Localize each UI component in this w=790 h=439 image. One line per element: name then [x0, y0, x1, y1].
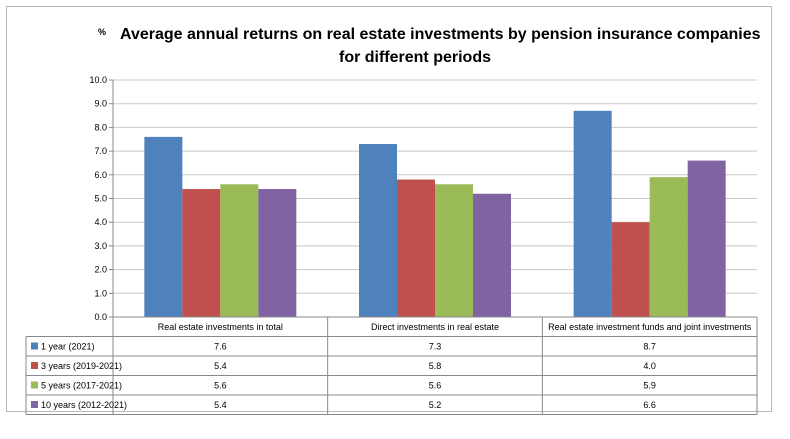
y-tick-label: 5.0 [94, 194, 107, 204]
data-label: 7.3 [429, 342, 442, 352]
legend-swatch [31, 381, 38, 389]
bar [182, 189, 221, 317]
bar [435, 184, 473, 317]
chart-frame [6, 6, 772, 412]
data-label: 6.6 [643, 400, 656, 410]
legend-label: 3 years (2019-2021) [41, 361, 122, 371]
y-tick-label: 3.0 [94, 241, 107, 251]
legend-swatch [31, 401, 38, 408]
bar [649, 177, 688, 317]
category-label: Real estate investments in total [158, 322, 283, 332]
chart-title-line-1: Average annual returns on real estate in… [120, 26, 761, 43]
y-tick-label: 10.0 [89, 75, 107, 85]
data-label: 4.0 [643, 361, 656, 371]
y-tick-label: 4.0 [94, 217, 107, 227]
data-label: 7.6 [214, 342, 227, 352]
bar [473, 193, 511, 317]
bar [359, 143, 397, 317]
data-label: 5.9 [643, 381, 656, 391]
y-tick-label: 0.0 [94, 312, 107, 322]
data-label: 5.8 [429, 361, 442, 371]
bar [220, 184, 259, 317]
bar [258, 189, 297, 317]
y-tick-label: 7.0 [94, 146, 107, 156]
bar [611, 222, 650, 317]
legend-label: 1 year (2021) [41, 342, 95, 352]
y-tick-label: 9.0 [94, 99, 107, 109]
data-label: 5.4 [214, 361, 227, 371]
bar [573, 110, 612, 317]
y-tick-label: 1.0 [94, 288, 107, 298]
category-label: Real estate investment funds and joint i… [548, 322, 752, 332]
y-tick-label: 8.0 [94, 122, 107, 132]
legend-swatch [31, 342, 38, 350]
data-label: 5.2 [429, 400, 442, 410]
legend-label: 10 years (2012-2021) [41, 400, 127, 410]
data-label: 8.7 [643, 342, 656, 352]
data-label: 5.6 [429, 381, 442, 391]
data-label: 5.4 [214, 400, 227, 410]
unit-label: % [98, 27, 107, 37]
bar [687, 160, 726, 317]
category-label: Direct investments in real estate [371, 322, 499, 332]
chart-title-line-2: for different periods [338, 49, 491, 66]
y-tick-label: 2.0 [94, 265, 107, 275]
y-tick-label: 6.0 [94, 170, 107, 180]
data-label: 5.6 [214, 381, 227, 391]
bar [397, 179, 435, 317]
legend-label: 5 years (2017-2021) [41, 381, 122, 391]
bar [144, 136, 183, 317]
legend-swatch [31, 362, 38, 369]
